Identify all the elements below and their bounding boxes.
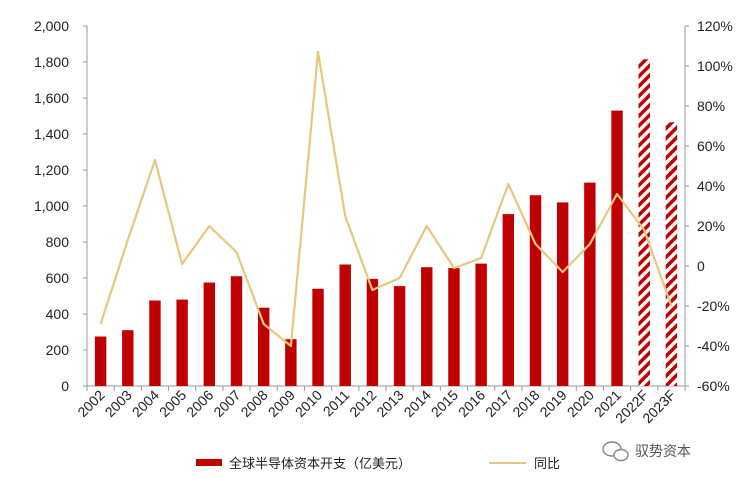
y-right-tick-label: -40% [697,338,730,354]
bar [94,336,107,386]
y-left-tick-label: 1,000 [34,198,69,214]
x-tick-label: 2018 [509,387,542,420]
y-left-tick-label: 1,200 [34,162,69,178]
x-tick-label: 2006 [183,387,216,420]
x-tick-label: 2003 [102,387,135,420]
bar [556,202,569,386]
x-tick-label: 2008 [237,387,270,420]
x-tick-label: 2011 [320,387,353,420]
y-left-tick-label: 0 [61,378,69,394]
y-left-tick-label: 400 [46,306,70,322]
x-tick-label: 2017 [482,387,515,420]
x-tick-label: 2015 [428,387,461,420]
bar [502,214,515,386]
bar [257,307,270,386]
x-tick-label: 2004 [129,387,162,420]
y-right-tick-label: -60% [697,378,730,394]
bar [366,278,379,386]
bar [176,299,188,386]
bar [312,288,324,386]
x-tick-label: 2020 [564,387,597,420]
y-left-tick-label: 1,600 [34,90,69,106]
bar [475,263,487,386]
y-right-tick-label: 60% [697,138,725,154]
x-tick-label: 2007 [210,387,243,420]
yoy-line-path [99,50,673,348]
x-tick-label: 2005 [156,387,189,420]
axes: 0 200 400 600 800 1,000 1,200 1,400 1,600 1,800 2,… [34,18,733,426]
y-right-tick-label: 40% [697,178,725,194]
bar [611,110,623,386]
legend-line-label: 同比 [534,457,560,472]
bar-forecast [638,59,650,387]
bar-forecast [665,122,678,387]
y-left-tick-label: 2,000 [34,18,69,34]
legend-bar-swatch [196,459,222,466]
y-left-tick-label: 1,800 [34,54,69,70]
legend: 全球半导体资本开支（亿美元） 同比 [196,456,560,472]
x-tick-label: 2016 [455,387,488,420]
bar [421,267,433,386]
y-left-tick-label: 1,400 [34,126,69,142]
bar [149,300,161,386]
bar [339,264,351,386]
bar [285,339,297,386]
y-right-tick-label: 80% [697,98,725,114]
bar [393,286,406,386]
legend-bar-label: 全球半导体资本开支（亿美元） [229,456,411,472]
y-left-tick-label: 600 [46,270,70,286]
x-tick-label: 2019 [536,387,569,420]
bar [230,276,243,386]
x-tick-label: 2002 [74,387,107,420]
wechat-icon [602,441,629,462]
y-left-tick-label: 200 [46,342,70,358]
bars [94,59,678,387]
x-tick-label: 2010 [292,387,325,420]
bar [122,330,134,386]
bar [584,182,596,386]
y-right-tick-label: 100% [697,58,733,74]
watermark: 驭势资本 [602,441,691,462]
bar [448,268,460,386]
x-tick-label: 2013 [373,387,406,420]
bar [529,195,542,386]
y-left-tick-label: 800 [46,234,70,250]
x-tick-label: 2012 [346,387,379,420]
x-tick-label: 2009 [265,387,298,420]
y-right-tick-label: -20% [697,298,730,314]
y-right-tick-label: 120% [697,18,733,34]
yoy-line [99,50,673,348]
y-right-tick-label: 20% [697,218,725,234]
y-right-tick-label: 0 [697,258,705,274]
x-tick-label: 2014 [401,387,434,420]
bar [203,282,216,386]
watermark-text: 驭势资本 [635,444,691,460]
